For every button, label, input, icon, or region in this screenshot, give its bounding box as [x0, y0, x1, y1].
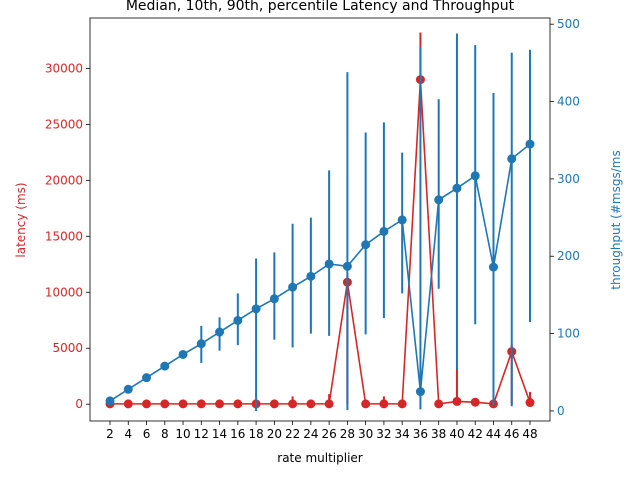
- right-tick-label: 200: [557, 249, 580, 263]
- latency-point: [470, 397, 480, 407]
- throughput-point: [233, 315, 243, 325]
- right-tick-label: 500: [557, 17, 580, 31]
- latency-point: [434, 399, 444, 409]
- x-tick-label: 8: [161, 427, 169, 441]
- throughput-point: [397, 215, 407, 225]
- left-tick-label: 30000: [45, 61, 83, 75]
- x-tick-label: 18: [248, 427, 263, 441]
- right-axis-ticks: 0 100 200 300 400 500: [550, 17, 580, 418]
- x-tick-label: 26: [321, 427, 336, 441]
- latency-point: [233, 399, 243, 409]
- x-tick-label: 36: [413, 427, 428, 441]
- latency-point: [215, 399, 225, 409]
- throughput-point: [251, 304, 261, 314]
- throughput-point: [488, 262, 498, 272]
- left-tick-label: 20000: [45, 173, 83, 187]
- throughput-point: [160, 361, 170, 371]
- left-tick-label: 10000: [45, 285, 83, 299]
- throughput-point: [361, 240, 371, 250]
- x-tick-label: 42: [468, 427, 483, 441]
- latency-point: [178, 399, 188, 409]
- throughput-point: [105, 396, 115, 406]
- latency-point: [288, 399, 298, 409]
- x-tick-label: 30: [358, 427, 373, 441]
- right-tick-label: 100: [557, 327, 580, 341]
- chart-title: Median, 10th, 90th, percentile Latency a…: [126, 0, 515, 14]
- throughput-point: [470, 171, 480, 181]
- x-tick-label: 10: [175, 427, 190, 441]
- throughput-point: [434, 195, 444, 205]
- latency-point: [324, 399, 334, 409]
- left-tick-label: 0: [75, 397, 83, 411]
- x-tick-label: 28: [340, 427, 355, 441]
- x-tick-label: 20: [267, 427, 282, 441]
- right-tick-label: 400: [557, 95, 580, 109]
- right-tick-label: 300: [557, 172, 580, 186]
- latency-point: [525, 398, 535, 408]
- latency-point: [452, 396, 462, 406]
- x-tick-label: 14: [212, 427, 227, 441]
- throughput-point: [415, 387, 425, 397]
- x-axis-ticks: 2 4 6 8 10 12 14 16 18 20 22 24 26 28 30 32 34 36 38 40 42 44…: [106, 421, 538, 441]
- latency-point: [196, 399, 206, 409]
- chart-marks: [105, 32, 535, 411]
- left-axis-ticks: 0 5000 10000 15000 20000 25000 30000: [45, 61, 90, 411]
- throughput-point: [306, 271, 316, 281]
- throughput-point: [342, 261, 352, 271]
- throughput-point: [215, 327, 225, 337]
- x-tick-label: 2: [106, 427, 114, 441]
- x-tick-label: 46: [504, 427, 519, 441]
- latency-point: [361, 399, 371, 409]
- throughput-point: [507, 154, 517, 164]
- latency-point: [306, 399, 316, 409]
- x-tick-label: 40: [449, 427, 464, 441]
- plot-frame: [89, 17, 551, 422]
- x-tick-label: 44: [486, 427, 501, 441]
- throughput-point: [324, 259, 334, 269]
- x-tick-label: 6: [143, 427, 151, 441]
- throughput-series: [105, 33, 535, 411]
- right-axis-label: throughput (#msgs/ms: [609, 150, 623, 289]
- x-tick-label: 48: [522, 427, 537, 441]
- latency-point: [397, 399, 407, 409]
- x-tick-label: 34: [395, 427, 410, 441]
- left-tick-label: 25000: [45, 117, 83, 131]
- throughput-point: [452, 183, 462, 193]
- throughput-point: [123, 384, 133, 394]
- throughput-point: [288, 282, 298, 292]
- left-tick-label: 15000: [45, 229, 83, 243]
- throughput-point: [379, 226, 389, 236]
- throughput-point: [525, 139, 535, 149]
- throughput-point: [178, 349, 188, 359]
- x-axis-label: rate multiplier: [277, 451, 363, 465]
- throughput-point: [142, 373, 152, 383]
- throughput-point: [196, 339, 206, 349]
- latency-point: [160, 399, 170, 409]
- latency-point: [142, 399, 152, 409]
- x-tick-label: 38: [431, 427, 446, 441]
- latency-point: [123, 399, 133, 409]
- right-tick-label: 0: [557, 404, 565, 418]
- left-tick-label: 5000: [52, 341, 83, 355]
- x-tick-label: 16: [230, 427, 245, 441]
- latency-point: [379, 399, 389, 409]
- x-tick-label: 4: [124, 427, 132, 441]
- x-tick-label: 12: [194, 427, 209, 441]
- x-tick-label: 24: [303, 427, 318, 441]
- left-axis-label: latency (ms): [14, 182, 28, 257]
- throughput-point: [269, 294, 279, 304]
- latency-point: [269, 399, 279, 409]
- x-tick-label: 22: [285, 427, 300, 441]
- x-tick-label: 32: [376, 427, 391, 441]
